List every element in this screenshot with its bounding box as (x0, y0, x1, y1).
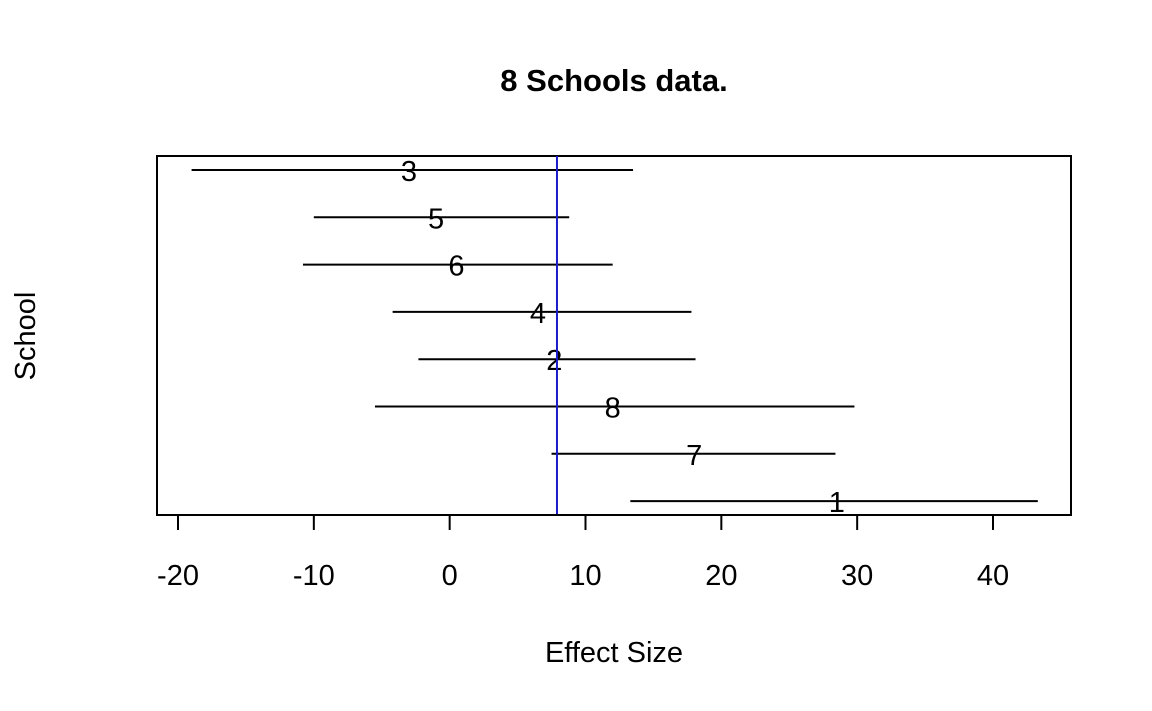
x-tick-label: 30 (841, 560, 873, 592)
x-tick-label: 40 (977, 560, 1009, 592)
chart-title: 8 Schools data. (500, 63, 727, 98)
x-tick-label: -20 (157, 560, 199, 592)
x-axis-ticks: -20 -10 0 10 20 30 40 (157, 515, 1009, 592)
interval-group: 356 42 8 7 1 (191, 156, 1038, 519)
school-label-3: 3 (401, 156, 417, 188)
x-tick-label: 20 (705, 560, 737, 592)
plot-frame (156, 155, 1072, 516)
school-label-4: 4 (530, 298, 546, 330)
x-tick-label: -10 (293, 560, 335, 592)
x-tick-label: 0 (442, 560, 458, 592)
school-label-5: 5 (428, 203, 444, 235)
school-label-8: 8 (605, 393, 621, 425)
x-tick-label: 10 (569, 560, 601, 592)
school-label-2: 2 (546, 345, 562, 377)
school-label-7: 7 (686, 440, 702, 472)
school-label-1: 1 (829, 487, 845, 519)
x-axis-label: Effect Size (545, 637, 683, 669)
y-axis-label: School (10, 292, 42, 381)
school-label-6: 6 (448, 251, 464, 283)
